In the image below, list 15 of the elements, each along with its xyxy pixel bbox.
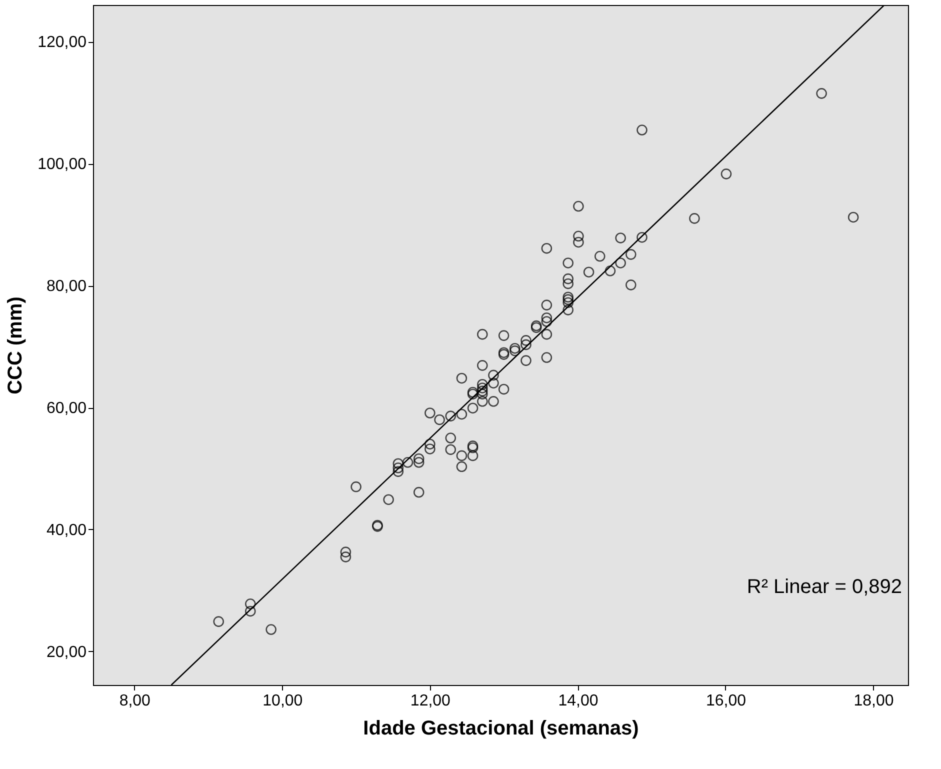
y-tick-label: 80,00 bbox=[46, 278, 87, 296]
y-tick-label: 100,00 bbox=[38, 156, 87, 174]
y-tick-label: 20,00 bbox=[46, 644, 87, 661]
y-tick-label: 60,00 bbox=[46, 400, 87, 418]
annotation: R² Linear = 0,892 bbox=[746, 576, 902, 598]
x-axis-title: Idade Gestacional (semanas) bbox=[363, 718, 639, 740]
y-tick-label: 40,00 bbox=[46, 522, 87, 539]
x-tick-label: 14,00 bbox=[558, 692, 598, 710]
x-tick-label: 16,00 bbox=[706, 692, 746, 710]
x-tick-label: 18,00 bbox=[854, 692, 894, 710]
y-tick-label: 120,00 bbox=[38, 34, 87, 52]
y-axis-title: CCC (mm) bbox=[4, 296, 27, 394]
x-tick-label: 8,00 bbox=[119, 692, 151, 710]
x-tick-label: 10,00 bbox=[262, 692, 303, 710]
x-tick-label: 12,00 bbox=[410, 692, 451, 710]
